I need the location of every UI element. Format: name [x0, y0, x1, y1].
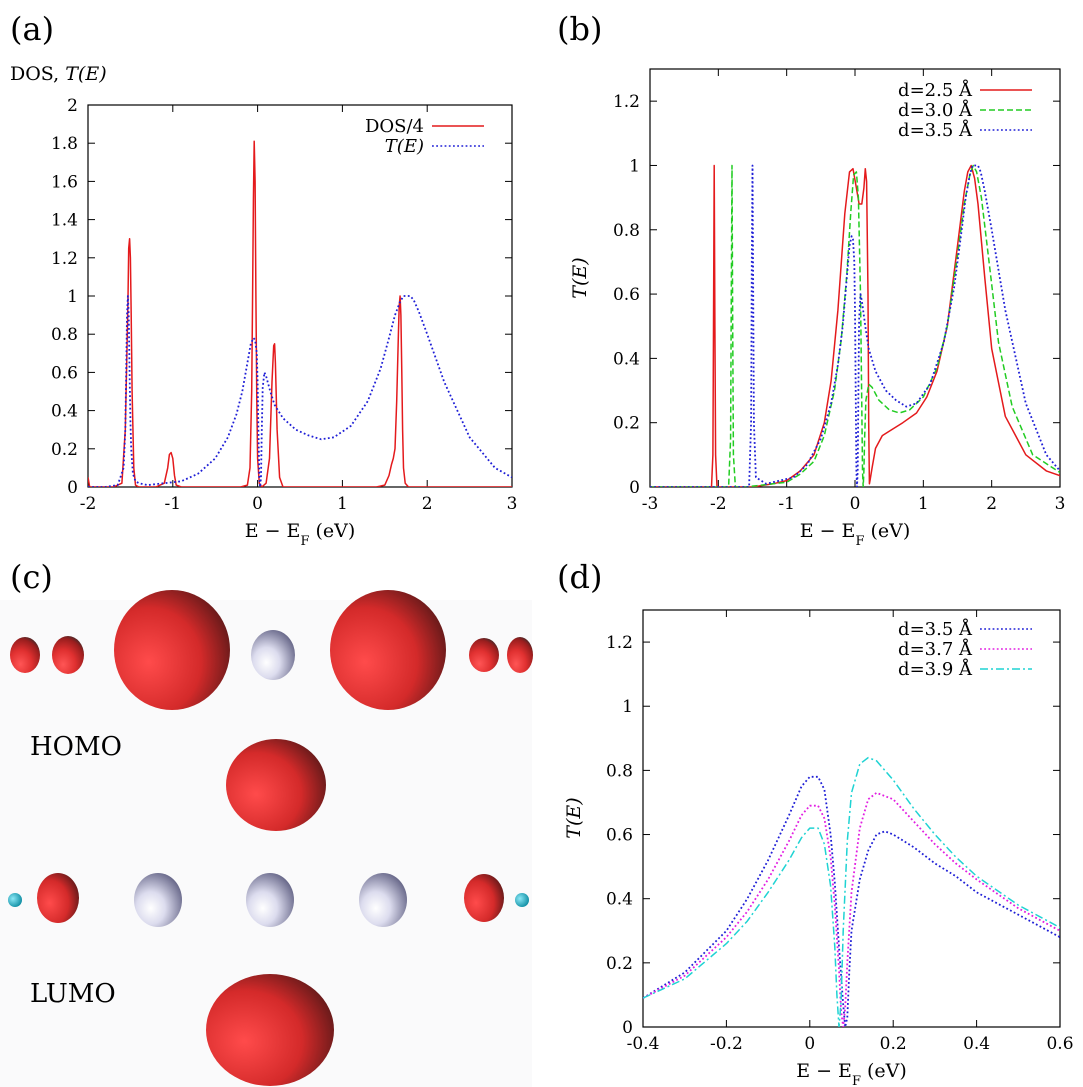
y-axis-label: DOS, T(E)	[10, 63, 107, 85]
series-line-green	[650, 164, 1060, 487]
x-tick-label: -1	[165, 494, 182, 514]
panel-label-a: (a)	[10, 10, 54, 48]
x-tick-label: 3	[507, 494, 518, 514]
homo-orbital	[10, 590, 533, 831]
y-axis-label: T(E)	[569, 257, 591, 298]
y-axis-label: T(E)	[563, 797, 585, 838]
series-line-red	[88, 140, 512, 487]
atom-sphere	[359, 873, 407, 927]
series-line-red	[650, 164, 1060, 487]
y-tick-label: 0.2	[613, 414, 640, 434]
y-tick-label: 0.4	[606, 890, 633, 910]
y-tick-label: 0	[622, 1018, 633, 1038]
x-tick-label: 0	[252, 494, 263, 514]
x-tick-label: 0	[850, 494, 861, 514]
y-tick-label: 1.6	[51, 172, 78, 192]
atom-sphere	[134, 873, 182, 927]
chart-b: -3 -2 -1 0 1 2 3 0 0.2 0.4 0.6 0.8 1 1.2 E − EF (eV) T(…	[569, 68, 1066, 549]
series-line-blue	[643, 775, 1060, 1027]
plot-frame	[642, 609, 1061, 1028]
series-line-blue	[650, 164, 1060, 487]
y-tick-label: 1.2	[613, 92, 640, 112]
x-axis-label: E − EF (eV)	[796, 1060, 907, 1087]
x-tick-label: 1	[918, 494, 929, 514]
legend-label: DOS/4	[365, 116, 424, 137]
x-tick-label: 1	[337, 494, 348, 514]
y-tick-label: 1	[67, 287, 78, 307]
legend-label: d=2.5 Å	[898, 79, 973, 101]
y-tick-label: 1.2	[51, 249, 78, 269]
y-tick-label: 0.8	[51, 325, 78, 345]
legend-label: d=3.5 Å	[898, 119, 973, 141]
x-tick-label: -1	[778, 494, 795, 514]
y-tick-label: 0.8	[613, 221, 640, 241]
x-tick-label: 3	[1055, 494, 1066, 514]
x-axis-label: E − EF (eV)	[245, 520, 356, 549]
legend-label: d=3.9 Å	[898, 658, 973, 680]
y-tick-label: 0.6	[606, 826, 633, 846]
x-tick-label: -3	[642, 494, 659, 514]
series-line-cyan	[643, 756, 1060, 1027]
x-tick-label: 0	[804, 1034, 815, 1054]
lumo-orbital	[8, 873, 529, 1086]
legend-label: d=3.7 Å	[898, 638, 973, 660]
homo-label: HOMO	[30, 732, 122, 762]
y-tick-label: 0.6	[51, 363, 78, 383]
x-tick-label: -0.4	[627, 1034, 660, 1054]
atom-sphere	[251, 630, 295, 680]
y-tick-label: 0.8	[606, 761, 633, 781]
y-tick-label: 1.4	[51, 211, 78, 231]
y-tick-label: 2	[67, 96, 78, 116]
plot-frame	[87, 104, 513, 488]
y-tick-label: 0	[629, 478, 640, 498]
chart-a: -2 -1 0 1 2 3 0 0.2 0.4 0.6 0.8 1 1.2 1.4 1.6 1.8 2 E − E…	[10, 63, 517, 549]
legend-label: d=3.5 Å	[898, 618, 973, 640]
x-tick-label: -0.2	[710, 1034, 743, 1054]
y-tick-label: 1	[622, 697, 633, 717]
x-tick-label: -2	[80, 494, 97, 514]
legend-label: T(E)	[385, 136, 424, 157]
y-tick-label: 0.2	[51, 440, 78, 460]
lumo-label: LUMO	[30, 979, 116, 1009]
y-tick-label: 0.6	[613, 285, 640, 305]
chart-d: -0.4 -0.2 0 0.2 0.4 0.6 0 0.2 0.4 0.6 0.8 1 1.2 E − E…	[563, 609, 1074, 1087]
atom-sphere	[515, 893, 529, 907]
series-line-blue	[88, 295, 512, 487]
x-tick-label: 2	[422, 494, 433, 514]
orbital-structure: HOMO LUMO	[0, 590, 533, 1087]
atom-sphere	[8, 893, 22, 907]
x-tick-label: 2	[986, 494, 997, 514]
atom-sphere	[246, 873, 294, 927]
y-tick-label: 0	[67, 478, 78, 498]
series-line-magenta	[643, 791, 1060, 1027]
x-tick-label: 0.6	[1046, 1034, 1073, 1054]
y-tick-label: 0.4	[51, 402, 78, 422]
panel-label-d: (d)	[557, 558, 602, 596]
y-tick-label: 0.2	[606, 954, 633, 974]
panel-label-b: (b)	[557, 10, 602, 48]
y-tick-label: 1.2	[606, 633, 633, 653]
x-tick-label: 0.4	[963, 1034, 990, 1054]
y-tick-label: 1	[629, 156, 640, 176]
x-tick-label: -2	[710, 494, 727, 514]
x-tick-label: 0.2	[880, 1034, 907, 1054]
y-tick-label: 1.8	[51, 134, 78, 154]
x-axis-label: E − EF (eV)	[800, 520, 911, 549]
panel-label-c: (c)	[10, 558, 53, 596]
y-tick-label: 0.4	[613, 349, 640, 369]
legend-label: d=3.0 Å	[898, 99, 973, 121]
